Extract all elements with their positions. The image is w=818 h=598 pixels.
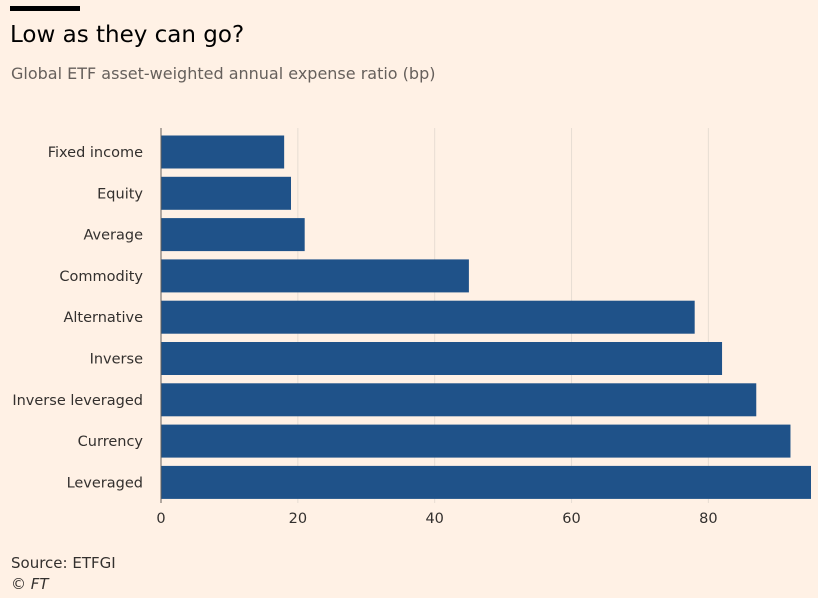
bar-alternative: [161, 300, 695, 334]
bar-currency: [161, 424, 791, 458]
bar-commodity: [161, 259, 469, 293]
category-label: Fixed income: [48, 145, 143, 161]
category-label: Alternative: [63, 310, 143, 326]
x-axis: 0 20 40 60 80: [156, 128, 718, 527]
category-label: Average: [83, 228, 143, 244]
x-tick-label: 40: [425, 511, 443, 527]
x-tick-label: 60: [562, 511, 580, 527]
x-tick-label: 0: [156, 511, 165, 527]
copyright-note: © FT: [11, 575, 49, 593]
bars: [161, 135, 811, 499]
category-labels: Fixed income Equity Average Commodity Altern…: [12, 145, 143, 491]
source-note: Source: ETFGI: [11, 554, 116, 572]
top-rule: [10, 6, 80, 11]
bar-fixed-income: [161, 135, 285, 169]
category-label: Equity: [97, 186, 143, 202]
bar-inverse: [161, 342, 723, 375]
category-label: Currency: [78, 434, 144, 450]
bar-average: [161, 218, 305, 252]
bar-leveraged: [161, 465, 811, 499]
x-tick-label: 20: [289, 511, 307, 527]
chart-subtitle: Global ETF asset-weighted annual expense…: [11, 64, 436, 83]
category-label: Inverse: [90, 352, 143, 368]
chart-title: Low as they can go?: [10, 22, 245, 48]
category-label: Commodity: [59, 269, 143, 285]
bar-equity: [161, 176, 291, 210]
bar-inverse-leveraged: [161, 383, 757, 417]
x-tick-label: 80: [699, 511, 717, 527]
category-label: Inverse leveraged: [12, 393, 143, 409]
category-label: Leveraged: [67, 475, 143, 491]
